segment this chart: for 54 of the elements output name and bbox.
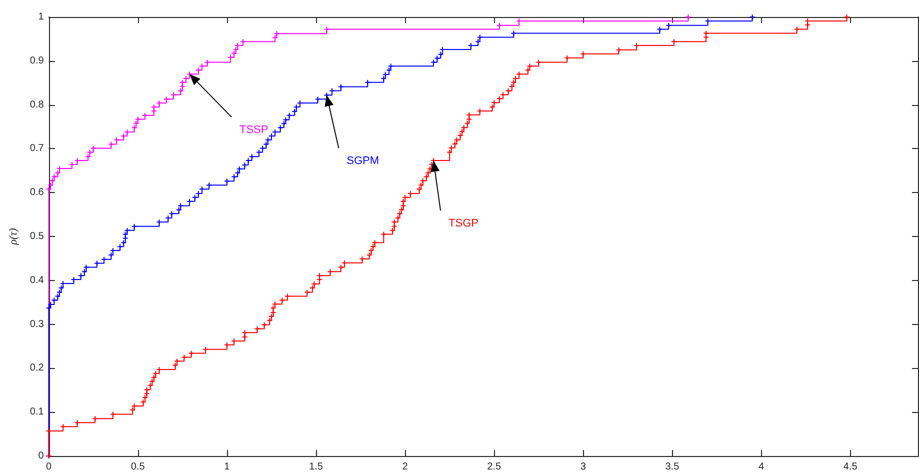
point (134, 120, 139, 126)
point (142, 112, 148, 118)
x-tick-label: 1.5 (309, 462, 324, 472)
point (50, 178, 55, 184)
point (196, 68, 201, 73)
point (52, 174, 57, 180)
point (204, 60, 210, 65)
point (178, 88, 184, 94)
point (199, 64, 204, 69)
x-tick-label: 4 (758, 462, 764, 472)
x-tick-label: 0 (46, 462, 52, 472)
point (686, 14, 691, 20)
text: TSGP (448, 218, 478, 230)
y-tick-label: 0.2 (30, 362, 44, 374)
y-tick-label: 0 (38, 450, 44, 462)
point (496, 22, 502, 28)
point (90, 146, 96, 151)
point (170, 92, 176, 98)
point (132, 125, 137, 130)
x-tick-label: 3.5 (665, 462, 680, 472)
point (55, 170, 60, 176)
y-tick-label: 1 (38, 12, 44, 22)
y-tick-label: 0.8 (30, 99, 44, 110)
point (135, 116, 140, 122)
point (233, 46, 238, 52)
point (324, 26, 330, 32)
point (274, 31, 280, 36)
point (108, 142, 114, 147)
x-tick-label: 2.5 (487, 462, 502, 472)
point (180, 80, 185, 85)
x-tick-label: 3 (580, 462, 586, 472)
point (114, 137, 119, 142)
x-tick-label: 1 (224, 462, 230, 472)
y-tick-label: 0.6 (30, 187, 44, 198)
y-tick-label: 0.4 (30, 274, 44, 286)
y-tick-label: 0.9 (30, 55, 44, 66)
y-tick-label: 0.3 (30, 318, 44, 330)
point (46, 186, 52, 192)
point (228, 54, 233, 60)
y-tick-label: 0.7 (30, 143, 44, 154)
point (240, 39, 246, 44)
point (87, 150, 92, 155)
y-tick-label: 0.1 (30, 406, 44, 418)
y-tick-label: 0.5 (30, 231, 44, 242)
point (48, 182, 54, 188)
point (164, 96, 169, 102)
x-tick-label: 0.5 (130, 462, 146, 472)
text: SGPM (346, 155, 380, 168)
x-tick-label: 4.5 (843, 462, 858, 472)
text: TSSP (240, 124, 268, 136)
point (232, 50, 237, 56)
x-tick-label: 2 (402, 462, 408, 472)
point (85, 154, 90, 160)
y-axis-title: ρ(τ) (8, 228, 20, 246)
